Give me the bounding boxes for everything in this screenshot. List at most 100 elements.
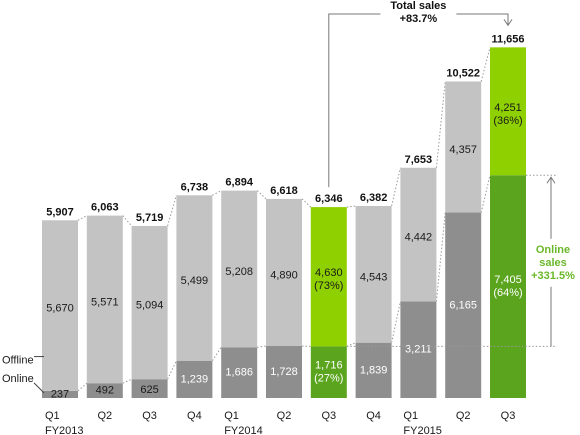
total-sales-arrowhead (503, 19, 513, 27)
data-label-online: 6,165 (449, 299, 477, 311)
data-label-online: 3,211 (405, 344, 432, 356)
x-tick-label: Q1 (403, 410, 418, 422)
total-label: 6,382 (360, 192, 388, 204)
bar-online (400, 301, 437, 398)
online-sales-arrowhead (546, 176, 556, 184)
x-tick-label: Q1 (224, 410, 239, 422)
bar-online (355, 342, 392, 398)
online-connector (435, 212, 446, 302)
data-label-online: 7,405 (64%) (493, 274, 522, 299)
bar-offline (221, 190, 258, 348)
total-sales-title: Total sales (390, 0, 446, 12)
data-label-online: 1,839 (360, 364, 388, 376)
data-label-offline: 4,630 (73%) (314, 267, 343, 292)
bar-offline (131, 225, 168, 380)
total-label: 6,738 (181, 181, 209, 193)
data-label-offline: 5,571 (91, 296, 119, 308)
total-connector (77, 215, 88, 221)
online-connector (391, 301, 401, 343)
series-label-offline: Offline (2, 354, 34, 366)
bar-offline (310, 207, 347, 347)
x-tick-label: Q2 (277, 410, 292, 422)
data-label-offline: 5,094 (136, 299, 164, 311)
total-connector (122, 215, 132, 227)
total-sales-label-bg (380, 0, 457, 26)
total-label: 10,522 (446, 67, 480, 79)
bar-offline (42, 220, 78, 391)
bar-online (445, 212, 482, 398)
total-connector (346, 205, 356, 208)
x-tick-fy-label: FY2015 (403, 425, 442, 435)
total-label: 6,618 (270, 185, 298, 197)
bar-online (310, 346, 347, 398)
data-label-offline: 4,442 (405, 231, 433, 243)
total-label: 6,063 (91, 202, 119, 214)
online-sales-label-bg (527, 238, 579, 287)
bar-online (42, 390, 78, 398)
data-label-online: 237 (51, 388, 69, 400)
total-connector (256, 190, 267, 200)
data-label-offline: 5,670 (46, 302, 74, 314)
total-connector (212, 190, 222, 196)
online-connector (480, 175, 491, 213)
data-label-online: 1,686 (225, 367, 253, 379)
total-connector (435, 81, 446, 168)
series-label-online: Online (2, 373, 34, 385)
bar-offline (355, 206, 392, 343)
online-connector (77, 382, 88, 392)
online-connector (346, 342, 356, 347)
total-sales-value: +83.7% (400, 13, 438, 25)
x-tick-label: Q2 (456, 410, 471, 422)
data-label-online: 625 (140, 384, 158, 396)
online-connector (211, 347, 222, 362)
data-label-offline: 4,251 (36%) (493, 102, 522, 127)
x-tick-label: Q2 (97, 410, 112, 422)
bar-online (266, 346, 302, 398)
data-label-online: 1,239 (181, 373, 209, 385)
total-connector (301, 198, 312, 208)
bar-offline (86, 215, 123, 384)
bar-offline (490, 47, 526, 176)
online-connector (122, 378, 132, 384)
x-tick-label: Q4 (366, 410, 381, 422)
data-label-online: 1,728 (270, 366, 298, 378)
bar-offline (176, 195, 213, 361)
total-label: 6,346 (315, 193, 343, 205)
total-label: 6,894 (225, 177, 253, 189)
data-label-offline: 4,543 (360, 271, 388, 283)
bar-online (131, 379, 168, 398)
total-label: 11,656 (491, 33, 524, 45)
bar-online (176, 360, 213, 398)
data-label-offline: 5,208 (225, 266, 253, 278)
x-tick-fy-label: FY2013 (45, 425, 84, 435)
x-tick-fy-label: FY2014 (224, 425, 263, 435)
total-label: 5,719 (136, 212, 164, 224)
online-connector (257, 345, 267, 348)
bar-online (86, 383, 123, 398)
online-connector (167, 360, 177, 380)
x-tick-label: Q3 (501, 410, 516, 422)
data-label-online: 492 (96, 385, 114, 397)
x-tick-label: Q3 (321, 410, 336, 422)
data-label-offline: 4,890 (270, 269, 298, 281)
series-pointer-online (33, 382, 45, 394)
x-tick-label: Q3 (142, 410, 157, 422)
data-label-online: 1,716 (27%) (314, 360, 343, 385)
data-label-offline: 5,499 (181, 275, 209, 287)
bar-offline (445, 81, 482, 213)
total-connector (480, 47, 491, 82)
online-sales-label: Online sales +331.5% (531, 244, 575, 282)
total-connector (167, 195, 177, 227)
data-label-offline: 4,357 (449, 144, 477, 156)
total-connector (391, 167, 401, 207)
bar-offline (266, 198, 302, 347)
total-label: 7,653 (405, 154, 433, 166)
x-tick-label: Q4 (187, 410, 202, 422)
bar-offline (400, 167, 437, 302)
bar-online (221, 347, 258, 398)
total-label: 5,907 (46, 206, 74, 218)
x-tick-label: Q1 (45, 410, 60, 422)
bar-online (490, 175, 526, 398)
